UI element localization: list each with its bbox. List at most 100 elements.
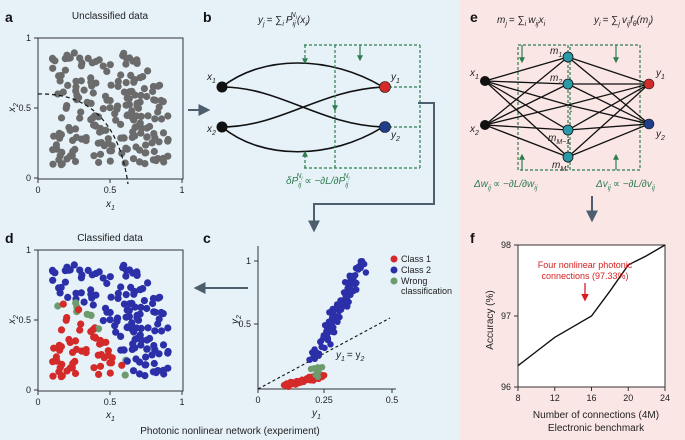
panel-e-hidden-label-m: mM bbox=[552, 160, 566, 173]
class1-point bbox=[75, 306, 83, 314]
panel-a-xtick-1: 0.5 bbox=[104, 185, 117, 195]
class2-point bbox=[133, 268, 141, 276]
panel-c-xtick-1: 0.25 bbox=[315, 395, 333, 405]
class1-point bbox=[69, 359, 77, 367]
unclassified-point bbox=[84, 54, 92, 63]
unclassified-point bbox=[57, 114, 66, 122]
unclassified-point bbox=[164, 137, 172, 145]
unclassified-point bbox=[99, 105, 107, 113]
panel-f-ytick: 97 bbox=[501, 311, 511, 321]
panel-d-ytick-2: 1 bbox=[26, 245, 31, 255]
class2-point bbox=[103, 308, 111, 316]
class2-point bbox=[114, 289, 122, 297]
unclassified-point bbox=[106, 157, 114, 165]
class1-point bbox=[52, 353, 61, 361]
hidden-connection bbox=[484, 56, 569, 126]
unclassified-point bbox=[75, 94, 83, 102]
hidden-connection bbox=[484, 80, 569, 131]
class2-point bbox=[99, 274, 107, 282]
unclassified-point bbox=[69, 147, 77, 155]
panel-f-xtick: 16 bbox=[586, 393, 596, 403]
class2-point bbox=[144, 324, 152, 332]
panel-f-chart: 8 12 16 20 24 96 97 98 bbox=[501, 240, 670, 403]
class2-point bbox=[149, 294, 157, 303]
panel-label-b: b bbox=[203, 9, 212, 25]
unclassified-point bbox=[131, 123, 139, 131]
class2-point bbox=[328, 320, 335, 327]
unclassified-point bbox=[155, 138, 163, 146]
panel-a-points bbox=[48, 49, 172, 169]
class2-point bbox=[144, 279, 152, 287]
unclassified-point bbox=[148, 139, 156, 147]
panel-label-a: a bbox=[5, 9, 13, 25]
unclassified-point bbox=[122, 79, 130, 87]
unclassified-point bbox=[106, 61, 114, 69]
class1-point bbox=[95, 370, 103, 378]
panel-a: a Unclassified data 0 0.5 1 0 0.5 1 x1 x… bbox=[5, 9, 185, 212]
unclassified-point bbox=[95, 56, 103, 64]
class2-point bbox=[143, 336, 151, 344]
input-node bbox=[480, 120, 490, 130]
unclassified-point bbox=[133, 56, 141, 64]
class2-point bbox=[328, 314, 336, 321]
class2-point bbox=[126, 300, 134, 308]
unclassified-point bbox=[64, 81, 72, 89]
class2-point bbox=[103, 279, 111, 288]
class2-point bbox=[143, 345, 151, 353]
unclassified-point bbox=[133, 102, 141, 110]
output-node-2 bbox=[643, 118, 655, 130]
class2-point bbox=[155, 315, 163, 323]
unclassified-point bbox=[159, 98, 167, 106]
output-connection bbox=[567, 123, 650, 158]
class1-point bbox=[65, 335, 73, 344]
unclassified-point bbox=[104, 135, 112, 143]
class1-point bbox=[78, 347, 86, 355]
class2-point bbox=[128, 345, 136, 353]
panel-c-xlabel: y1 bbox=[311, 408, 321, 421]
wrong-point bbox=[54, 302, 62, 310]
class2-point bbox=[136, 286, 144, 294]
panel-f-accuracy-line bbox=[517, 244, 666, 367]
class1-point bbox=[76, 326, 84, 334]
class2-point bbox=[63, 263, 71, 271]
legend-label-classification: classification bbox=[401, 286, 452, 296]
class1-point bbox=[297, 377, 305, 384]
class2-point bbox=[150, 308, 158, 316]
panel-label-f: f bbox=[470, 230, 475, 246]
unclassified-point bbox=[143, 92, 151, 101]
panel-f-xlabel-2: Electronic benchmark bbox=[548, 423, 645, 434]
unclassified-point bbox=[159, 154, 167, 162]
class2-point bbox=[95, 268, 103, 276]
unclassified-point bbox=[69, 136, 77, 144]
hidden-connection bbox=[484, 56, 569, 82]
unclassified-point bbox=[125, 101, 133, 109]
panel-b-input-label-2: x2 bbox=[206, 124, 216, 137]
unclassified-point bbox=[72, 77, 80, 85]
panel-b-output-node-1 bbox=[379, 81, 391, 93]
panel-f-xlabel: Number of connections (4M) bbox=[533, 410, 659, 421]
unclassified-point bbox=[100, 142, 108, 150]
panel-e-update-rule-v: Δvij ∝ −∂L/∂vij bbox=[595, 179, 655, 192]
class2-point bbox=[159, 341, 168, 349]
hidden-connection bbox=[484, 80, 569, 85]
panel-f-ytick: 98 bbox=[501, 240, 511, 250]
panel-d-ylabel: x2 bbox=[7, 315, 20, 325]
class2-point bbox=[138, 336, 146, 344]
class2-point bbox=[341, 279, 349, 286]
class2-point bbox=[355, 264, 362, 271]
panel-a-xtick-2: 1 bbox=[179, 185, 184, 195]
class1-point bbox=[57, 326, 66, 334]
unclassified-point bbox=[57, 131, 65, 139]
class2-point bbox=[337, 297, 344, 304]
panel-c-legend: Class 1 Class 2 Wrong classification bbox=[390, 254, 452, 296]
class2-point bbox=[140, 297, 148, 305]
legend-label-class1: Class 1 bbox=[401, 254, 431, 264]
unclassified-point bbox=[90, 121, 98, 129]
class2-point bbox=[306, 356, 313, 363]
class1-point bbox=[100, 354, 108, 362]
unclassified-point bbox=[142, 149, 150, 157]
legend-label-wrong: Wrong bbox=[401, 276, 427, 286]
panel-d: d Classified data 0 0.5 1 0 0.5 1 x1 x2 bbox=[5, 230, 185, 423]
unclassified-point bbox=[126, 88, 134, 96]
hidden-connection bbox=[484, 80, 569, 106]
